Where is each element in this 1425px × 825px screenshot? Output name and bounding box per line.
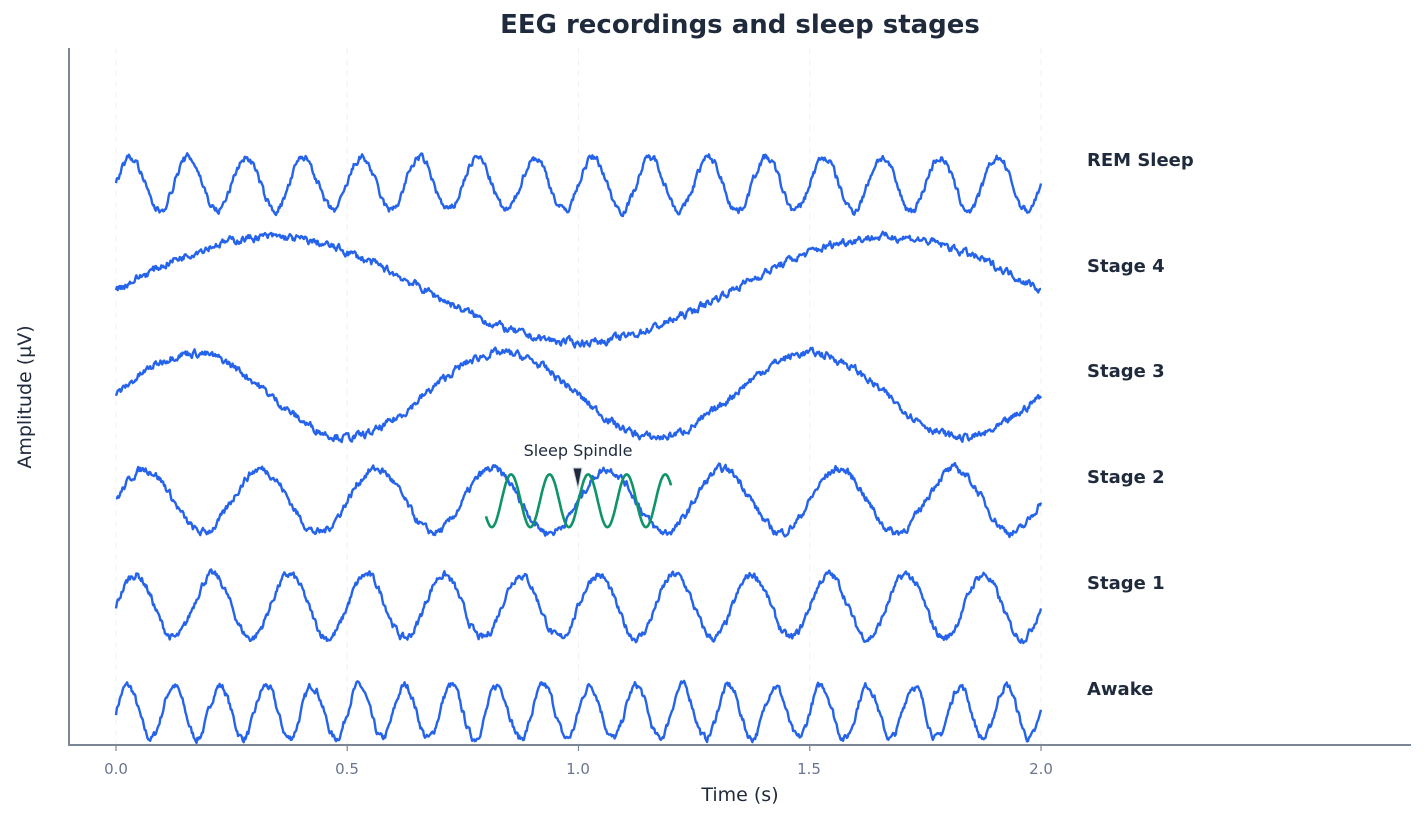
stage-label-stage3: Stage 3	[1087, 361, 1165, 382]
x-tick-label: 1.5	[797, 760, 821, 778]
x-tick-label: 0.5	[335, 760, 359, 778]
stage-label-awake: Awake	[1087, 679, 1154, 700]
x-gridlines	[115, 48, 1042, 745]
spindle-wave	[484, 473, 673, 529]
stage-label-stage4: Stage 4	[1087, 256, 1165, 277]
eeg-trace-stage-4	[114, 230, 1042, 349]
stage-label-rem: REM Sleep	[1087, 150, 1194, 171]
chart-title: EEG recordings and sleep stages	[500, 10, 980, 40]
eeg-trace-stage-3	[114, 346, 1043, 444]
x-tick-label: 0.0	[104, 760, 128, 778]
stage-label-stage1: Stage 1	[1087, 573, 1165, 594]
sleep-spindle-annotation: Sleep Spindle	[523, 441, 633, 460]
x-tick-label: 1.0	[566, 760, 590, 778]
stage-label-stage2: Stage 2	[1087, 467, 1165, 488]
x-tick-label: 2.0	[1029, 760, 1053, 778]
eeg-trace-rem-sleep	[114, 152, 1043, 218]
annotation-arrow	[572, 467, 583, 490]
sleep-spindle-trace	[484, 473, 673, 529]
eeg-trace-awake	[114, 679, 1043, 745]
eeg-trace-stage-1	[114, 568, 1043, 645]
y-axis-label: Amplitude (µV)	[14, 325, 36, 469]
x-tick-marks	[115, 745, 1042, 751]
x-axis-label: Time (s)	[701, 784, 779, 806]
